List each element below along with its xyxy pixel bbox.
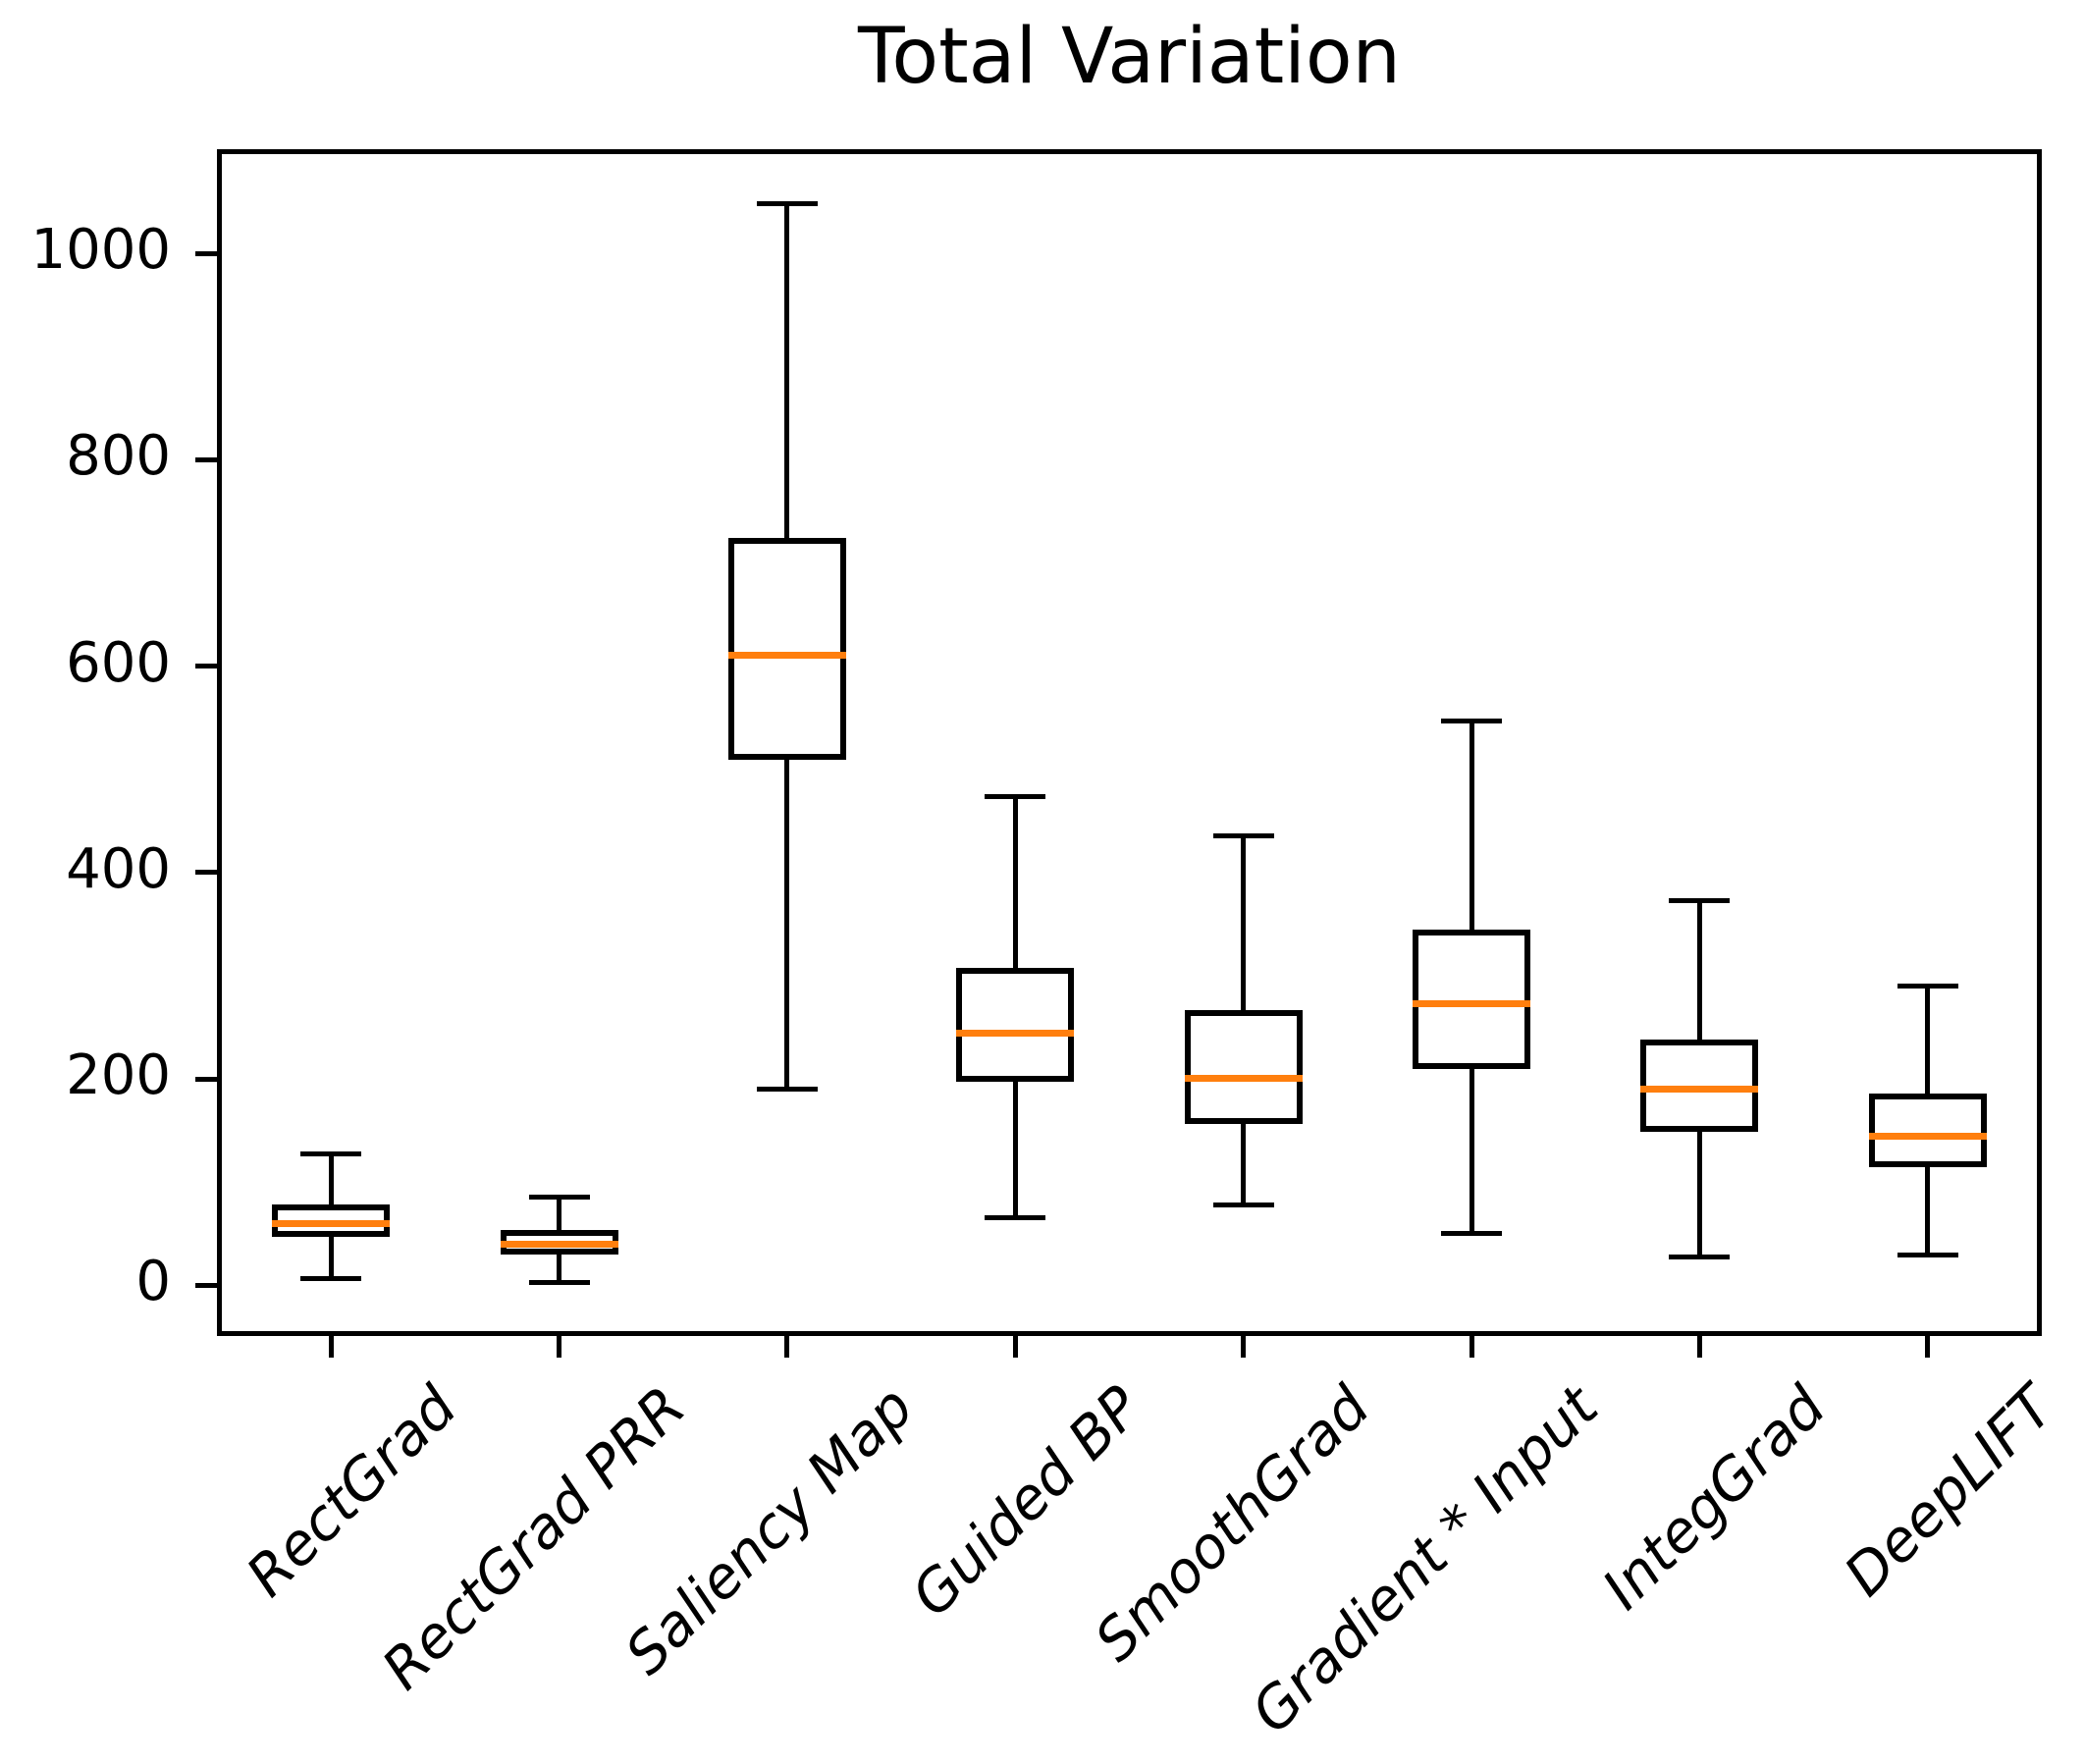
upper-whisker-cap (1669, 897, 1731, 903)
lower-whisker (557, 1254, 562, 1283)
x-axis-tick (1696, 1336, 1702, 1358)
y-axis-tick-label: 0 (135, 1250, 171, 1314)
iqr-box (1868, 1093, 1987, 1167)
x-axis-tick (328, 1336, 334, 1358)
upper-whisker-cap (300, 1151, 362, 1157)
upper-whisker (328, 1153, 334, 1205)
upper-whisker-cap (985, 793, 1046, 799)
lower-whisker (784, 760, 790, 1090)
median-line (1868, 1132, 1987, 1140)
upper-whisker (1469, 721, 1474, 930)
y-axis-tick-label: 1000 (30, 218, 171, 283)
y-axis-tick-label: 400 (66, 836, 171, 901)
lower-whisker (1925, 1166, 1931, 1256)
x-axis-tick (1012, 1336, 1018, 1358)
median-line (1184, 1074, 1303, 1082)
lower-whisker-cap (1669, 1254, 1731, 1259)
x-axis-tick (784, 1336, 790, 1358)
median-line (500, 1240, 618, 1248)
x-axis-tick (1925, 1336, 1931, 1358)
upper-whisker (784, 203, 790, 539)
x-axis-tick (1241, 1336, 1247, 1358)
x-axis-tick-label: Guided BP (898, 1373, 1154, 1630)
upper-whisker (1925, 986, 1931, 1094)
x-axis-tick (557, 1336, 562, 1358)
y-axis-tick (195, 456, 217, 462)
median-line (727, 651, 846, 659)
iqr-box (956, 967, 1075, 1083)
median-line (1413, 999, 1531, 1007)
x-axis-tick-label: IntegGrad (1589, 1373, 1839, 1623)
y-axis-tick-label: 800 (66, 424, 171, 489)
y-axis-tick-label: 600 (66, 630, 171, 695)
lower-whisker-cap (756, 1087, 818, 1093)
upper-whisker-cap (1897, 984, 1958, 989)
x-axis-tick-label: DeepLIFT (1831, 1373, 2067, 1609)
chart-title: Total Variation (857, 13, 1401, 101)
y-axis-tick-label: 200 (66, 1043, 171, 1108)
iqr-box (1640, 1040, 1759, 1132)
iqr-box (1413, 929, 1531, 1069)
lower-whisker-cap (1212, 1202, 1274, 1207)
y-axis-tick (195, 870, 217, 876)
upper-whisker (1012, 796, 1018, 968)
x-axis-tick-label: RectGrad (234, 1373, 470, 1610)
y-axis-tick (195, 1282, 217, 1288)
lower-whisker-cap (1441, 1231, 1503, 1237)
upper-whisker (1696, 900, 1702, 1041)
median-line (1640, 1086, 1759, 1094)
lower-whisker-cap (528, 1279, 590, 1285)
lower-whisker-cap (300, 1275, 362, 1281)
lower-whisker (328, 1237, 334, 1279)
iqr-box (1184, 1009, 1303, 1125)
lower-whisker (1241, 1124, 1247, 1205)
upper-whisker-cap (756, 201, 818, 207)
lower-whisker (1012, 1082, 1018, 1218)
median-line (956, 1030, 1075, 1038)
lower-whisker (1696, 1131, 1702, 1257)
lower-whisker-cap (985, 1214, 1046, 1220)
upper-whisker (557, 1197, 562, 1230)
upper-whisker-cap (1441, 718, 1503, 723)
x-axis-tick (1469, 1336, 1474, 1358)
plot-area (217, 149, 2042, 1336)
upper-whisker-cap (528, 1194, 590, 1200)
iqr-box (727, 538, 846, 761)
y-axis-tick (195, 1076, 217, 1082)
lower-whisker (1469, 1068, 1474, 1234)
upper-whisker (1241, 835, 1247, 1010)
median-line (272, 1219, 391, 1227)
y-axis-tick (195, 664, 217, 669)
lower-whisker-cap (1897, 1253, 1958, 1258)
upper-whisker-cap (1212, 832, 1274, 838)
y-axis-tick (195, 250, 217, 256)
